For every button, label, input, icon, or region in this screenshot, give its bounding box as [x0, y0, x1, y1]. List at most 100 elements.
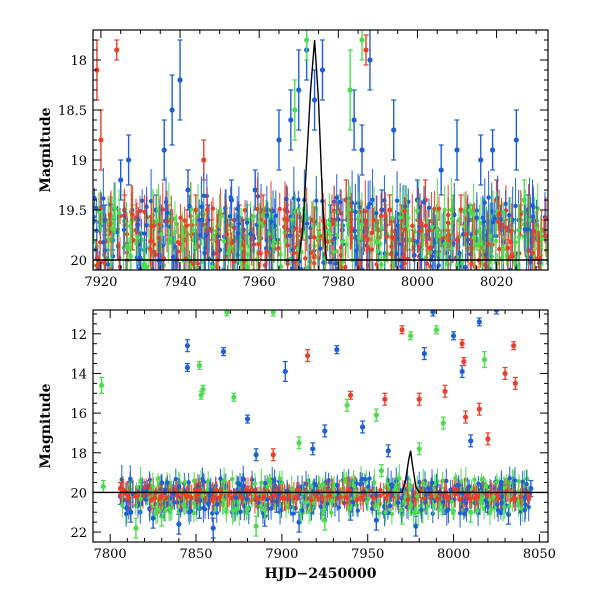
band-point	[340, 239, 345, 244]
band-point	[349, 200, 355, 206]
band-point	[307, 273, 311, 277]
band-point	[401, 499, 407, 505]
band-point	[457, 497, 462, 502]
data-point-blue	[413, 523, 419, 529]
data-point-green	[373, 412, 379, 418]
band-point	[309, 497, 314, 503]
band-point	[291, 250, 297, 256]
band-point	[124, 270, 128, 274]
band-point	[505, 245, 511, 251]
band-point	[265, 207, 270, 213]
band-point	[269, 219, 274, 224]
y-axis-label: Magnitude	[38, 383, 54, 468]
data-point-blue	[459, 368, 465, 375]
data-point-blue	[311, 97, 318, 103]
data-point-green	[344, 402, 350, 408]
data-point-green	[198, 392, 204, 398]
band-point	[410, 223, 415, 229]
band-point	[495, 508, 501, 513]
band-point	[316, 496, 322, 501]
band-point	[155, 476, 161, 481]
band-point	[389, 252, 394, 257]
data-point-blue	[373, 517, 379, 523]
band-point	[362, 476, 368, 482]
band-point	[314, 198, 319, 203]
band-point	[165, 210, 170, 215]
y-tick-label: 20	[70, 486, 87, 501]
band-point	[96, 209, 102, 214]
data-point-green	[481, 356, 488, 363]
band-point	[389, 279, 393, 283]
band-point	[370, 197, 375, 202]
band-point	[321, 260, 326, 265]
band-point	[325, 501, 330, 506]
bottom-panel: 7800 7850 7900 7950 8000 8050 12 14 16 18 20 22 Magn…	[38, 309, 556, 582]
band-point	[135, 222, 140, 227]
data-point-blue	[438, 167, 444, 173]
band-point	[302, 281, 306, 285]
data-point-blue	[185, 187, 191, 193]
data-point-green	[406, 237, 413, 243]
band-point	[135, 235, 140, 241]
data-point-red	[98, 137, 104, 143]
band-point	[501, 210, 506, 215]
data-point-blue	[169, 107, 175, 113]
band-point	[372, 480, 377, 486]
band-point	[537, 255, 542, 260]
data-point-red	[114, 47, 120, 53]
x-tick-label: 7850	[179, 547, 212, 562]
band-point	[490, 219, 496, 225]
data-point-blue	[468, 438, 474, 444]
data-point-blue	[385, 448, 391, 454]
band-point	[407, 505, 413, 510]
band-point	[263, 245, 269, 251]
band-point	[408, 270, 412, 274]
band-point	[266, 231, 271, 237]
band-point	[128, 254, 134, 259]
data-point-red	[442, 388, 448, 394]
band-point	[359, 267, 365, 270]
band-point	[222, 272, 226, 276]
band-point	[284, 196, 289, 202]
band-point	[148, 238, 154, 244]
band-point	[510, 254, 515, 259]
band-point	[191, 261, 196, 267]
data-point-blue	[288, 117, 294, 123]
band-point	[141, 263, 146, 268]
band-point	[516, 227, 521, 233]
band-point	[303, 256, 308, 261]
band-point	[209, 511, 215, 516]
band-point	[201, 193, 207, 198]
band-point	[231, 277, 235, 281]
band-point	[285, 243, 290, 248]
band-point	[173, 476, 178, 482]
model-curve	[93, 450, 548, 494]
band-point	[124, 243, 130, 249]
data-point-blue	[391, 127, 397, 133]
band-point	[489, 234, 495, 239]
band-point	[94, 263, 100, 268]
band-point	[474, 215, 480, 220]
data-point-red	[461, 358, 467, 365]
band-point	[513, 203, 518, 209]
band-point	[244, 496, 249, 502]
data-point-red	[476, 406, 482, 412]
band-point	[128, 223, 133, 229]
band-point	[374, 211, 379, 216]
band-point	[120, 488, 126, 493]
band-point	[199, 204, 204, 209]
band-point	[446, 507, 451, 512]
band-point	[286, 504, 291, 510]
model-curve	[93, 39, 548, 261]
band-point	[383, 510, 388, 515]
band-point	[265, 497, 270, 502]
data-point-red	[416, 396, 422, 402]
band-point	[355, 508, 361, 513]
band-point	[273, 213, 279, 219]
band-point	[178, 215, 183, 221]
band-point	[358, 276, 362, 280]
band-point	[102, 259, 107, 265]
band-point	[449, 246, 454, 251]
band-point	[293, 280, 297, 284]
data-point-blue	[319, 67, 326, 73]
